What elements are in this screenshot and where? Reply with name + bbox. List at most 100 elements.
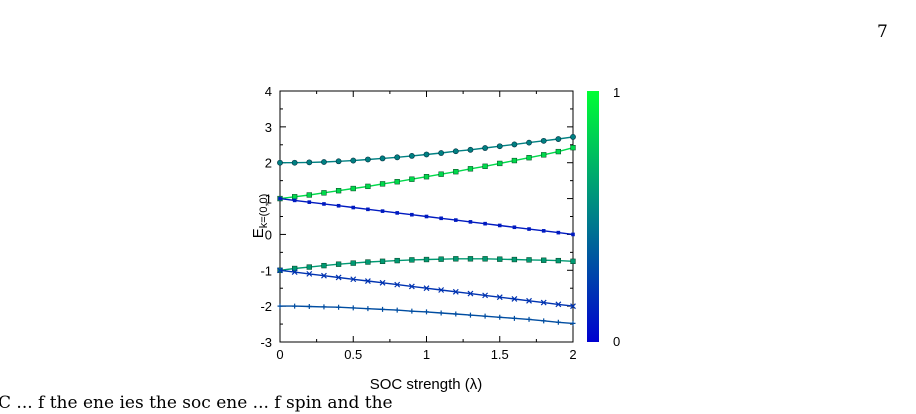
svg-text:Ek=(0,0): Ek=(0,0) bbox=[250, 194, 270, 239]
data-point bbox=[526, 257, 532, 263]
data-point bbox=[321, 304, 327, 310]
data-point bbox=[527, 227, 531, 231]
data-point bbox=[351, 205, 356, 210]
series-3 bbox=[278, 196, 575, 237]
data-point bbox=[482, 313, 488, 319]
data-point bbox=[570, 258, 576, 264]
data-point bbox=[335, 274, 342, 281]
data-point bbox=[292, 303, 298, 309]
data-point bbox=[570, 145, 576, 151]
data-point bbox=[365, 306, 371, 312]
data-point bbox=[379, 181, 386, 187]
figure-caption-fragment: C ... f the ene ies the soc ene ... f sp… bbox=[0, 393, 393, 413]
y-tick-label: 0 bbox=[265, 227, 272, 242]
data-point bbox=[321, 159, 327, 165]
data-point bbox=[482, 256, 488, 262]
data-point bbox=[541, 257, 547, 263]
data-point bbox=[540, 299, 547, 306]
data-point bbox=[380, 306, 386, 312]
data-point bbox=[570, 133, 576, 140]
y-axis-label-sub: k=(0,0) bbox=[258, 194, 270, 229]
data-point bbox=[497, 314, 503, 320]
data-point bbox=[497, 256, 503, 262]
data-point bbox=[350, 185, 356, 192]
data-point bbox=[482, 145, 488, 151]
data-point bbox=[365, 183, 371, 190]
series-2 bbox=[277, 145, 576, 202]
data-point bbox=[453, 311, 459, 317]
data-point bbox=[511, 296, 518, 302]
data-point bbox=[278, 196, 282, 201]
x-tick-label: 0.5 bbox=[344, 347, 362, 362]
data-point bbox=[277, 159, 283, 166]
data-point bbox=[555, 257, 562, 264]
data-point bbox=[335, 188, 342, 194]
data-point bbox=[438, 150, 445, 156]
colorbar: 1 0 bbox=[587, 85, 620, 349]
data-point bbox=[409, 257, 415, 263]
data-point bbox=[424, 214, 429, 219]
data-point bbox=[364, 156, 371, 163]
data-point bbox=[350, 276, 357, 283]
data-point bbox=[511, 141, 518, 148]
data-point bbox=[423, 174, 430, 180]
data-point bbox=[350, 305, 356, 311]
series-1 bbox=[277, 133, 576, 166]
data-point bbox=[555, 136, 562, 142]
data-point bbox=[379, 155, 386, 162]
y-tick-label: 2 bbox=[265, 156, 272, 171]
x-tick-label: 1 bbox=[423, 347, 430, 362]
data-point bbox=[364, 278, 371, 284]
data-point bbox=[541, 318, 547, 324]
y-axis-label: Ek=(0,0) bbox=[250, 194, 270, 239]
data-point bbox=[336, 203, 341, 208]
data-series-group bbox=[277, 133, 576, 326]
colorbar-max-label: 1 bbox=[613, 85, 620, 100]
data-point bbox=[322, 202, 326, 206]
data-point bbox=[306, 304, 312, 310]
data-point bbox=[277, 303, 283, 309]
data-point bbox=[438, 171, 444, 177]
data-point bbox=[350, 157, 357, 164]
colorbar-min-label: 0 bbox=[613, 334, 620, 349]
x-tick-label: 2 bbox=[569, 347, 576, 362]
data-point bbox=[497, 160, 503, 167]
data-point bbox=[307, 200, 312, 204]
y-tick-label: 1 bbox=[265, 192, 272, 207]
data-point bbox=[452, 148, 459, 155]
data-point bbox=[467, 256, 474, 262]
data-point bbox=[306, 159, 313, 166]
data-point bbox=[292, 265, 298, 272]
data-point bbox=[438, 256, 444, 262]
data-point bbox=[350, 260, 356, 266]
data-point bbox=[467, 312, 473, 318]
data-point bbox=[482, 292, 489, 299]
data-point bbox=[423, 256, 430, 263]
data-point bbox=[321, 262, 327, 269]
data-point bbox=[394, 281, 401, 288]
x-tick-label: 1.5 bbox=[491, 347, 509, 362]
data-point bbox=[409, 176, 415, 182]
data-point bbox=[526, 155, 532, 161]
data-point bbox=[321, 272, 327, 279]
y-tick-label: -2 bbox=[260, 299, 272, 314]
data-point bbox=[394, 257, 400, 264]
data-point bbox=[410, 212, 414, 217]
data-point bbox=[467, 166, 474, 172]
data-point bbox=[394, 179, 400, 185]
page-number: 7 bbox=[877, 22, 888, 42]
data-point bbox=[409, 308, 415, 314]
data-point bbox=[467, 146, 474, 153]
data-point bbox=[496, 143, 503, 150]
y-tick-label: -3 bbox=[260, 335, 272, 350]
data-point bbox=[511, 256, 518, 263]
data-point bbox=[306, 270, 313, 277]
data-point bbox=[526, 139, 532, 146]
data-point bbox=[453, 256, 459, 262]
data-point bbox=[496, 294, 503, 301]
data-point bbox=[306, 264, 312, 270]
data-point bbox=[380, 209, 385, 213]
data-point bbox=[512, 225, 517, 230]
data-point bbox=[291, 159, 298, 166]
series-6 bbox=[277, 303, 576, 326]
